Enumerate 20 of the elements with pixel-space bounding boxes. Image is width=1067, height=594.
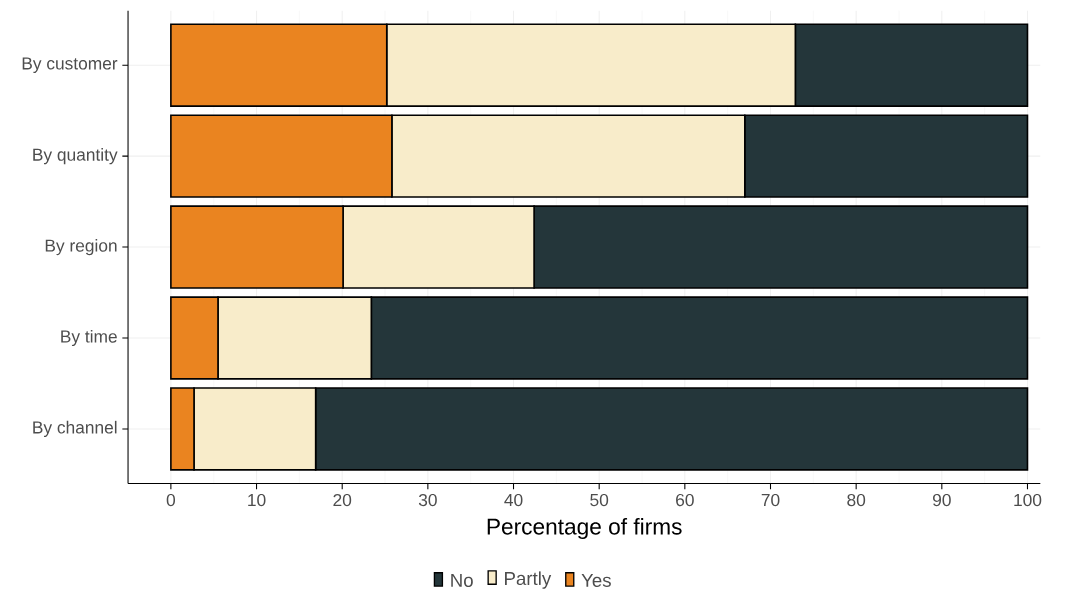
x-tick-label: 0 — [166, 494, 176, 507]
x-tick-label: 100 — [1014, 494, 1042, 507]
y-tick-label: By region — [45, 239, 117, 256]
y-tick-label: By time — [61, 330, 117, 347]
x-tick-label: 50 — [590, 494, 609, 507]
legend-label: Yes — [581, 574, 611, 588]
x-tick-label: 10 — [248, 494, 266, 507]
x-tick-label: 90 — [933, 494, 951, 507]
x-tick-label: 60 — [676, 494, 694, 507]
x-tick-label: 80 — [847, 494, 866, 507]
x-axis-title: Percentage of firms — [487, 518, 682, 540]
y-tick-label: By channel — [33, 421, 117, 438]
x-tick-label: 30 — [418, 494, 437, 507]
y-tick-label: By quantity — [33, 148, 118, 165]
x-tick-label: 40 — [504, 494, 523, 507]
x-tick-label: 70 — [761, 494, 780, 507]
legend-label: Partly — [505, 571, 552, 590]
legend-label: No — [451, 574, 473, 588]
y-tick-label: By customer — [22, 57, 118, 74]
x-tick-label: 20 — [333, 494, 352, 507]
